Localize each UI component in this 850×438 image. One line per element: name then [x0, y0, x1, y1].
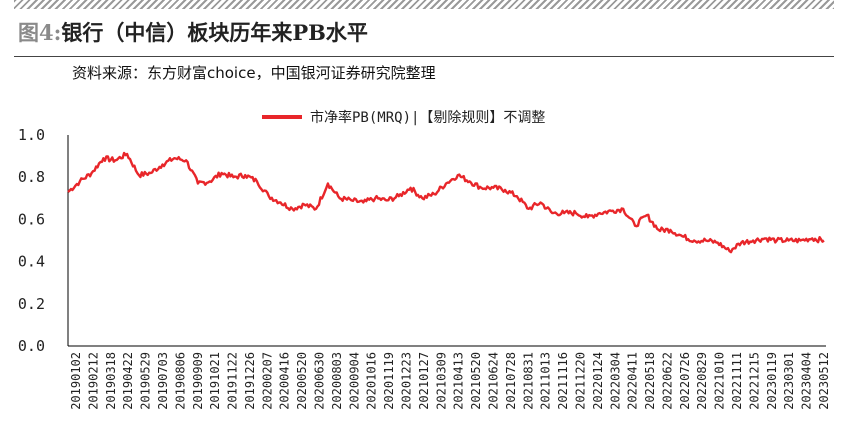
x-tick-label: 20191021	[208, 352, 222, 410]
x-tick-label: 20221215	[747, 352, 761, 410]
x-tick-label: 20210127	[417, 352, 431, 410]
x-tick-label: 20190703	[156, 352, 170, 410]
x-tick-label: 20210520	[469, 352, 483, 410]
x-tick-label: 20221010	[713, 352, 727, 410]
x-tick-label: 20190102	[69, 352, 83, 410]
chart-legend: 市净率PB(MRQ)|【剔除规则】不调整	[262, 109, 545, 126]
x-tick-label: 20211220	[574, 352, 588, 410]
y-tick-label: 0.6	[18, 210, 45, 228]
x-tick-label: 20220829	[695, 352, 709, 410]
x-tick-label: 20230404	[800, 352, 814, 410]
x-tick-label: 20201016	[365, 352, 379, 410]
x-tick-label: 20220726	[678, 352, 692, 410]
x-tick-label: 20230301	[782, 352, 796, 410]
x-tick-label: 20200207	[260, 352, 274, 410]
x-tick-label: 20220124	[591, 352, 605, 410]
x-tick-label: 20220518	[643, 352, 657, 410]
figure-title-text: 银行（中信）板块历年来PB水平	[61, 20, 368, 45]
x-tick-label: 20210831	[521, 352, 535, 410]
x-tick-label: 20201119	[382, 352, 396, 410]
x-tick-label: 20201223	[400, 352, 414, 410]
x-tick-label: 20210624	[487, 352, 501, 410]
x-tick-label: 20220411	[626, 352, 640, 410]
y-tick-label: 0.4	[18, 253, 45, 271]
x-tick-label: 20190909	[191, 352, 205, 410]
x-tick-label: 20210413	[452, 352, 466, 410]
x-tick-label: 20230119	[765, 352, 779, 410]
x-tick-label: 20190318	[104, 352, 118, 410]
y-tick-label: 0.2	[18, 295, 45, 313]
series-line-pb	[67, 151, 825, 254]
y-tick-labels: 0.0 0.2 0.4 0.6 0.8 1.0	[18, 126, 45, 355]
x-tick-label: 20200416	[278, 352, 292, 410]
figure-title: 图4:银行（中信）板块历年来PB水平	[18, 17, 368, 47]
x-tick-label: 20191226	[243, 352, 257, 410]
x-tick-label: 20210309	[434, 352, 448, 410]
x-tick-label: 20200904	[347, 352, 361, 410]
x-tick-label: 20221111	[730, 352, 744, 410]
y-tick-label: 0.8	[18, 168, 45, 186]
x-tick-label: 20211116	[556, 352, 570, 410]
x-tick-label: 20190529	[139, 352, 153, 410]
header-hatch-band	[14, 0, 834, 9]
legend-label: 市净率PB(MRQ)|【剔除规则】不调整	[310, 109, 545, 126]
y-tick-label: 1.0	[18, 126, 45, 144]
y-tick-label: 0.0	[18, 337, 45, 355]
x-tick-label: 20191122	[226, 352, 240, 410]
x-tick-label: 20211013	[539, 352, 553, 410]
x-tick-label: 20200520	[295, 352, 309, 410]
x-tick-label: 20210728	[504, 352, 518, 410]
x-tick-label: 20220304	[608, 352, 622, 410]
x-tick-labels: 20190102 20190212 20190318 20190422 20190529…	[69, 352, 831, 410]
x-tick-label: 20230512	[817, 352, 831, 410]
x-tick-label: 20190806	[173, 352, 187, 410]
x-tick-label: 20200630	[313, 352, 327, 410]
x-tick-label: 20190212	[86, 352, 100, 410]
figure-number: 图4:	[18, 20, 62, 45]
x-tick-label: 20220622	[660, 352, 674, 410]
title-rule	[14, 56, 834, 57]
x-tick-label: 20190422	[121, 352, 135, 410]
x-tick-label: 20200803	[330, 352, 344, 410]
source-note: 资料来源：东方财富choice，中国银河证券研究院整理	[72, 64, 436, 82]
